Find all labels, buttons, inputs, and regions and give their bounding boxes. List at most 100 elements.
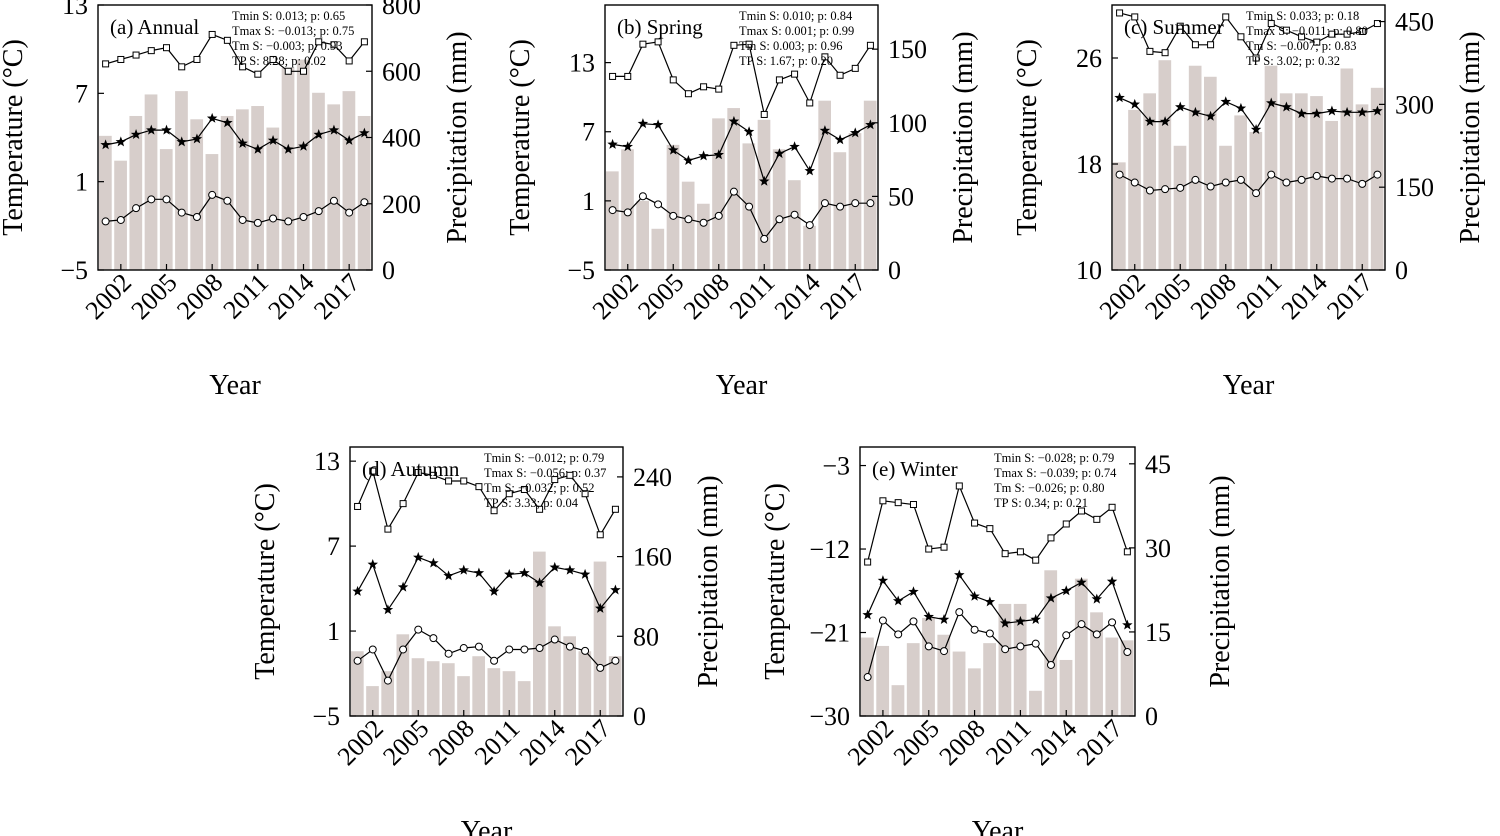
tmin-point-2014 [1062,631,1071,640]
right-tick-label: 45 [1145,450,1171,479]
precip-bar-2001 [1113,162,1126,270]
tmax-point-2009 [730,41,738,49]
tm-line [867,573,1128,626]
tm-point-2011 [1015,615,1026,626]
precip-bar-2008 [1219,145,1232,270]
tm-point-2013 [534,577,545,588]
tmax-point-2003 [384,525,392,533]
tm-point-2001 [607,138,618,149]
x-tick-label: 2017 [1321,268,1378,325]
tm-point-2015 [313,129,324,140]
tm-point-2001 [862,609,873,620]
tm-point-2018 [1122,619,1133,630]
tmax-point-2007 [445,477,453,485]
precip-bar-2006 [937,634,951,716]
tm-point-2008 [206,112,218,123]
tmax-point-2010 [745,40,753,48]
precip-bar-2015 [818,100,831,270]
tmax-point-2002 [117,55,125,63]
y-axis-label-right: Precipitation (mm) [1455,31,1486,243]
tmax-point-2018 [866,41,874,49]
tm-point-2005 [413,551,424,562]
tmin-point-2003 [1145,186,1154,195]
left-tick-label: −3 [822,452,850,481]
plot-frame [604,4,879,271]
precip-bar-2010 [998,603,1012,716]
tm-point-2013 [1045,592,1057,603]
stat-line: Tmin S: −0.028; p: 0.79 [994,451,1114,465]
tmax-point-2005 [414,468,422,476]
stat-line: TP S: 1.67; p: 0.20 [739,54,833,68]
x-tick-label: 2011 [469,714,526,771]
tm-point-2002 [1129,98,1140,109]
precip-bar-2004 [1158,60,1172,271]
tm-point-2004 [908,586,919,597]
tmax-point-2007 [955,482,963,490]
tmin-point-2009 [1236,175,1245,184]
left-tick-label: 1 [582,187,595,216]
tmin-point-2010 [238,215,247,224]
tmin-point-2008 [459,644,468,653]
tm-point-2009 [728,115,740,126]
x-tick-label: 2002 [842,714,899,771]
left-tick-label: 1 [327,617,340,646]
x-tick-label: 2005 [632,268,689,325]
stat-line: Tmax S: −0.013; p: 0.75 [232,24,354,38]
precip-bar-2009 [472,656,485,716]
tmax-point-2003 [1146,47,1154,55]
tmax-point-2002 [879,497,887,505]
precip-bar-2002 [366,686,379,716]
tmin-point-2015 [1077,620,1086,629]
panel-winter: −30−21−12−301530452002200520082011201420… [760,446,1236,836]
tmax-point-2008 [971,519,979,527]
tm-point-2008 [1220,96,1231,107]
stat-line: Tm S: −0.032; p: 0.52 [484,481,595,495]
tm-point-2015 [1326,105,1338,116]
tmin-point-2015 [565,642,574,651]
tmax-point-2004 [147,47,155,55]
tmin-point-2002 [116,215,125,224]
tmax-point-2007 [1207,41,1215,49]
tmax-point-2006 [684,90,692,98]
tm-point-2014 [804,165,815,176]
tmin-point-2018 [1123,647,1132,656]
right-tick-label: 150 [1395,173,1434,202]
tmax-point-2013 [1047,534,1055,542]
tm-point-2016 [1091,593,1103,604]
precip-bar-2012 [772,149,786,270]
tm-point-2012 [267,134,279,145]
tm-point-2006 [1190,106,1201,117]
tmax-point-2015 [1078,507,1086,515]
tm-point-2001 [1114,92,1125,103]
precip-bar-2018 [357,115,371,270]
left-tick-label: 10 [1076,256,1102,285]
tmax-point-2003 [894,499,902,507]
tm-point-2018 [610,584,621,595]
tmax-point-2017 [596,531,604,539]
tm-point-2016 [579,568,591,579]
plot-frame [859,446,1136,717]
tmin-point-2016 [836,202,845,211]
stat-line: Tm S: −0.003; p: 0.93 [232,39,343,53]
tmin-point-2004 [909,617,918,626]
tm-point-2011 [504,568,515,579]
tmax-point-2001 [864,558,872,566]
tmax-point-2014 [551,476,559,484]
tmin-point-2007 [699,218,708,227]
tmax-point-2013 [791,70,799,78]
precip-bar-2013 [1044,570,1058,716]
precip-bar-2008 [457,676,470,716]
right-tick-label: 400 [382,124,421,153]
y-axis-label-right: Precipitation (mm) [693,475,724,687]
tmin-point-2016 [329,196,338,205]
tm-point-2006 [176,136,187,147]
precip-bar-2001 [351,651,364,716]
x-tick-label: 2008 [171,268,228,325]
tmin-point-2015 [314,207,323,216]
x-tick-label: 2008 [934,714,991,771]
stat-line: TP S: 8.28; p: 0.02 [232,54,326,68]
tmin-point-2017 [851,199,860,208]
x-tick-label: 2005 [888,714,945,771]
tm-point-2010 [999,617,1011,628]
